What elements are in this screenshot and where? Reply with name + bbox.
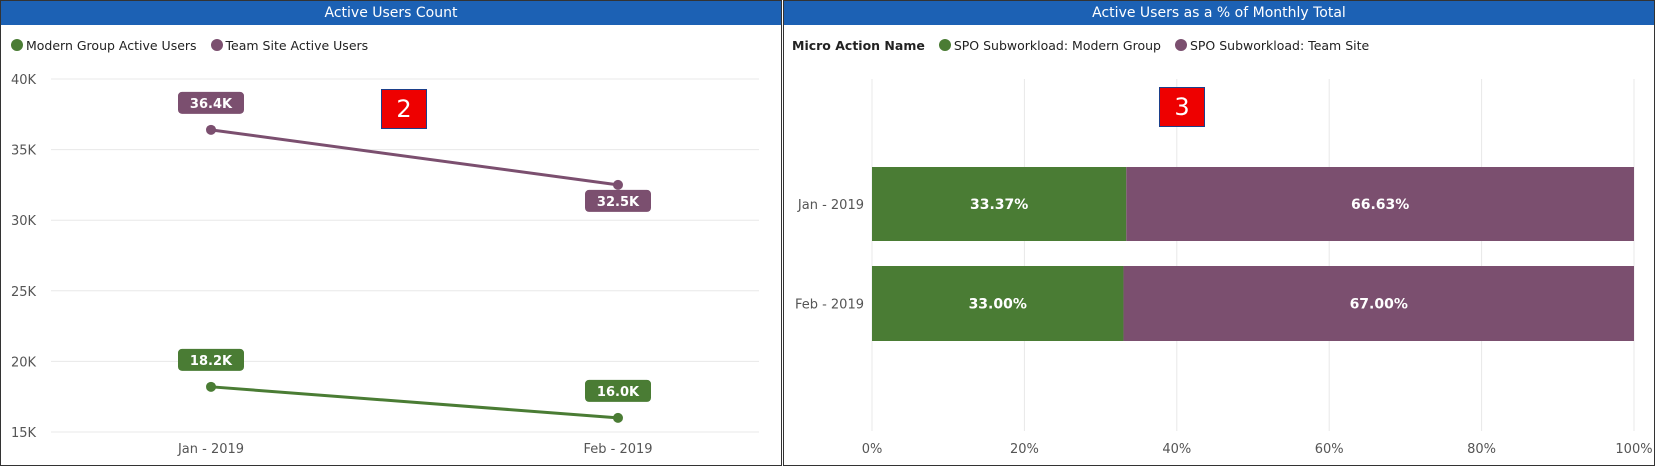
legend-item-modern-group[interactable]: Modern Group Active Users [11,38,201,53]
bar-segment [872,167,1127,241]
legend-label: Team Site Active Users [225,38,369,53]
y-tick-label: 25K [11,285,37,300]
callout-badge-2: 2 [381,89,427,129]
x-tick-label: 80% [1467,442,1496,457]
active-users-count-panel: Active Users Count Modern Group Active U… [0,0,782,466]
bar-segment [872,266,1124,341]
legend-marker-modern-group [11,39,23,51]
series-line [210,385,619,420]
data-label: 16.0K [597,385,640,400]
legend-marker-team-site [210,39,223,51]
y-category-label: Jan - 2019 [797,198,864,213]
x-tick-label: Feb - 2019 [583,442,652,457]
data-label-box [585,379,651,402]
legend-label: SPO Subworkload: Team Site [1189,38,1370,53]
data-label-box [178,348,244,371]
bar-value-label: 33.00% [969,297,1027,313]
legend-item-team-site[interactable]: SPO Subworkload: Team Site [1174,38,1370,53]
x-tick-label: 60% [1315,442,1344,457]
legend-marker-modern-group [938,39,951,51]
x-tick-label: 0% [862,442,883,457]
active-users-percent-panel: Active Users as a % of Monthly Total Mic… [783,0,1655,466]
y-tick-label: 35K [11,144,37,159]
stacked-bar-chart: 0% 20% 40% 60% 80% 100% Jan - 2019 33.37% 66.63%… [795,79,1653,457]
legend-label: SPO Subworkload: Modern Group [953,38,1161,53]
x-tick-label: 100% [1615,442,1652,457]
data-label-box [178,91,244,114]
legend-marker-team-site [1174,39,1187,51]
x-tick-label: Jan - 2019 [177,442,244,457]
legend-label: Modern Group Active Users [26,38,197,53]
data-label: 32.5K [597,195,640,210]
y-tick-label: 20K [11,355,37,370]
line-chart: 40K 35K 30K 25K 20K 15K Jan - 2019 Feb - 2019 18… [11,73,759,457]
data-point [206,124,216,135]
y-tick-label: 30K [11,214,37,229]
bar-legend: Micro Action Name SPO Subworkload: Moder… [792,38,1379,53]
data-point [613,179,623,190]
bar-segment [1123,266,1634,341]
panel-title: Active Users Count [1,1,781,25]
callout-badge-3: 3 [1159,87,1205,127]
legend-title: Micro Action Name [792,38,925,53]
y-tick-label: 40K [11,73,37,88]
legend-item-team-site[interactable]: Team Site Active Users [210,38,369,53]
bar-segment [1126,167,1634,241]
y-tick-label: 15K [11,426,37,441]
bar-value-label: 33.37% [970,197,1028,213]
data-label-box [585,189,651,212]
legend-item-modern-group[interactable]: SPO Subworkload: Modern Group [938,38,1165,53]
x-tick-label: 40% [1162,442,1191,457]
series-line [210,128,619,187]
y-category-label: Feb - 2019 [795,298,864,313]
data-point [613,412,623,423]
x-tick-label: 20% [1010,442,1039,457]
data-label: 36.4K [190,97,233,112]
data-label: 18.2K [190,354,233,369]
data-point [206,381,216,392]
panel-title: Active Users as a % of Monthly Total [784,1,1654,25]
bar-value-label: 66.63% [1351,197,1409,213]
line-legend: Modern Group Active Users Team Site Acti… [11,38,378,53]
bar-value-label: 67.00% [1350,297,1408,313]
